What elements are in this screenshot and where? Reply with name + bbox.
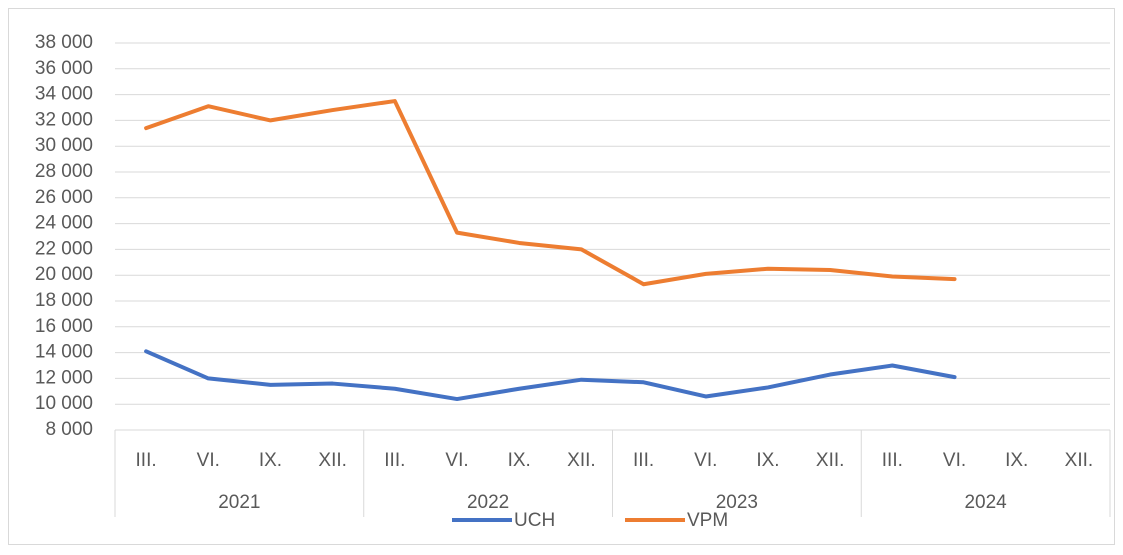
y-tick-label: 22 000	[35, 238, 93, 259]
x-tick-label: XII.	[567, 450, 596, 471]
x-tick-label: XII.	[318, 450, 347, 471]
group-label: 2024	[964, 492, 1007, 513]
x-tick-label: XII.	[1065, 450, 1094, 471]
x-tick-label: VI.	[694, 450, 717, 471]
y-tick-label: 10 000	[35, 393, 93, 414]
y-tick-label: 18 000	[35, 290, 93, 311]
y-tick-label: 16 000	[35, 316, 93, 337]
y-tick-label: 32 000	[35, 109, 93, 130]
y-tick-label: 20 000	[35, 264, 93, 285]
y-tick-label: 28 000	[35, 161, 93, 182]
group-label: 2022	[467, 492, 509, 513]
x-tick-label: IX.	[508, 450, 531, 471]
y-tick-label: 14 000	[35, 342, 93, 363]
y-tick-label: 24 000	[35, 213, 93, 234]
legend-label: VPM	[687, 510, 728, 531]
x-tick-label: IX.	[756, 450, 779, 471]
y-tick-label: 8 000	[45, 419, 93, 440]
x-tick-label: VI.	[445, 450, 468, 471]
x-tick-label: III.	[882, 450, 903, 471]
group-label: 2023	[716, 492, 758, 513]
y-tick-label: 34 000	[35, 84, 93, 105]
y-tick-label: 38 000	[35, 32, 93, 53]
x-tick-label: VI.	[943, 450, 966, 471]
x-tick-label: IX.	[1005, 450, 1028, 471]
line	[144, 349, 957, 402]
line	[144, 99, 957, 287]
group-label: 2021	[218, 492, 260, 513]
x-tick-label: VI.	[197, 450, 220, 471]
x-tick-label: XII.	[816, 450, 845, 471]
y-tick-label: 26 000	[35, 187, 93, 208]
x-tick-label: III.	[384, 450, 405, 471]
x-tick-label: IX.	[259, 450, 282, 471]
y-tick-label: 12 000	[35, 367, 93, 388]
x-tick-label: III.	[136, 450, 157, 471]
legend-label: UCH	[514, 510, 555, 531]
y-tick-label: 36 000	[35, 58, 93, 79]
x-tick-label: III.	[633, 450, 654, 471]
y-tick-label: 30 000	[35, 135, 93, 156]
